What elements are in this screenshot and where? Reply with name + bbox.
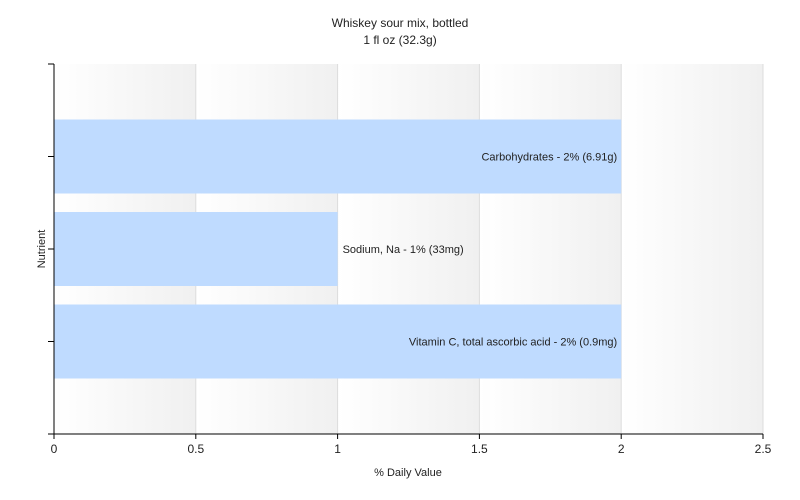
bars: [54, 119, 622, 379]
bar-labels: Carbohydrates - 2% (6.91g) Sodium, Na - 1…: [343, 152, 618, 349]
x-tick-label: 2: [618, 442, 625, 456]
bar-label: Carbohydrates - 2% (6.91g): [481, 152, 617, 164]
bar-label: Sodium, Na - 1% (33mg): [343, 244, 464, 256]
bar-label: Vitamin C, total ascorbic acid - 2% (0.9…: [409, 337, 617, 349]
x-tick-label: 0.5: [187, 442, 204, 456]
x-ticks: 0 0.5 1 1.5 2 2.5: [51, 434, 772, 456]
x-tick-label: 1: [334, 442, 341, 456]
bar-carbohydrates: [54, 119, 622, 194]
chart-subtitle: 1 fl oz (32.3g): [363, 33, 436, 47]
x-axis-title: % Daily Value: [374, 467, 442, 479]
y-axis-title: Nutrient: [36, 230, 48, 269]
x-tick-label: 0: [51, 442, 58, 456]
chart-title: Whiskey sour mix, bottled: [332, 16, 469, 30]
x-tick-label: 1.5: [471, 442, 488, 456]
bar-sodium-na: [54, 212, 338, 286]
plot-band: [621, 64, 763, 434]
bar-vitamin-c-total-ascorbic-acid: [54, 304, 622, 379]
axes: [48, 63, 763, 435]
x-tick-label: 2.5: [755, 442, 772, 456]
